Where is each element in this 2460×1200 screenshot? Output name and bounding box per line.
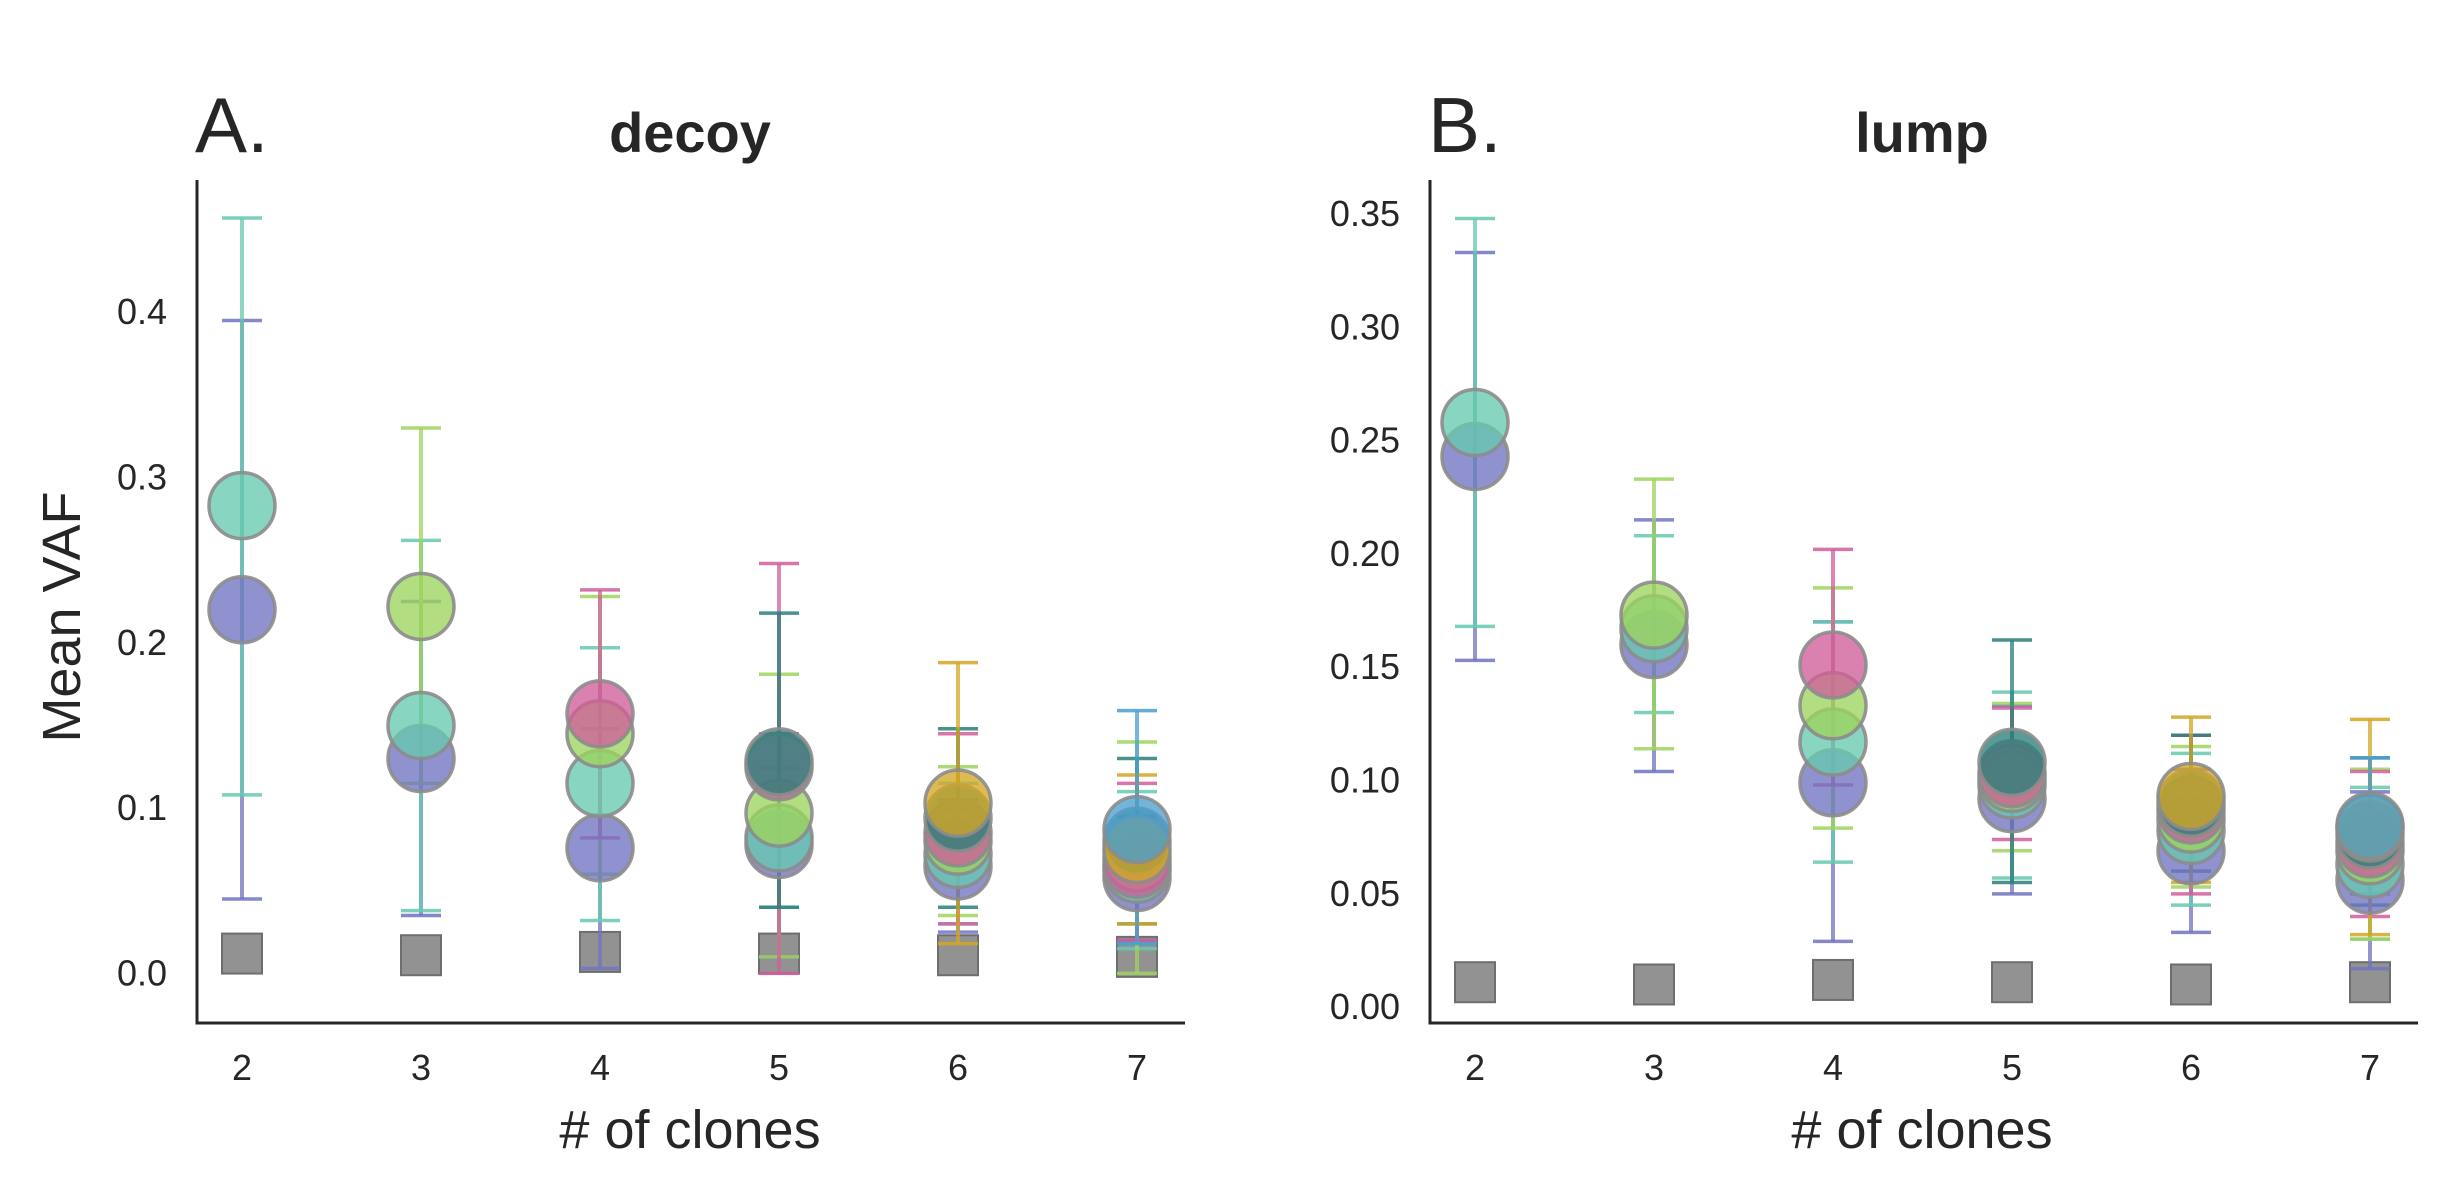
x-axis-label-b: # of clones	[1791, 1100, 2052, 1160]
x-tick-label: 2	[232, 1047, 252, 1088]
mean-vaf-point	[1798, 630, 1868, 700]
panel-b: B. lump # of clones 0.00 0.05 0.10 0.15 0.20…	[1330, 81, 2418, 1160]
baseline-marker	[1454, 961, 1496, 1004]
mean-vaf-point	[2335, 791, 2405, 861]
x-tick-label: 3	[1644, 1047, 1664, 1088]
panel-title-lump: lump	[1855, 101, 1989, 164]
x-tick-label: 5	[769, 1047, 789, 1088]
baseline-marker	[1991, 961, 2033, 1004]
panel-letter-b: B.	[1428, 81, 1502, 169]
y-tick-label: 0.4	[117, 291, 167, 332]
x-tick-label: 5	[2002, 1047, 2022, 1088]
mean-vaf-point	[1619, 580, 1689, 650]
mean-vaf-point	[1102, 794, 1172, 865]
mean-vaf-point	[744, 727, 814, 797]
y-tick-label: 0.25	[1330, 420, 1400, 461]
panel-letter-a: A.	[195, 81, 269, 169]
y-tick-label: 0.0	[117, 952, 167, 993]
axis-spines	[1428, 180, 2418, 1025]
y-tick-label: 0.00	[1330, 986, 1400, 1027]
x-tick-label: 4	[1823, 1047, 1843, 1088]
y-tick-label: 0.1	[117, 787, 167, 828]
mean-vaf-point	[1977, 727, 2047, 798]
mean-vaf-point	[1440, 387, 1510, 458]
y-tick-label: 0.35	[1330, 193, 1400, 234]
y-axis-label-a: Mean VAF	[32, 491, 92, 742]
mean-vaf-point	[923, 768, 993, 838]
mean-vaf-point	[565, 679, 635, 749]
x-tick-label: 3	[411, 1047, 431, 1088]
plot-area-b: 0.00 0.05 0.10 0.15 0.20 0.25 0.30 0.35 2 3 4 5 6 7	[1330, 180, 2418, 1088]
baseline-marker	[400, 934, 442, 977]
x-tick-label: 2	[1465, 1047, 1485, 1088]
y-tick-label: 0.15	[1330, 646, 1400, 687]
y-tick-label: 0.30	[1330, 306, 1400, 347]
x-tick-label: 4	[590, 1047, 610, 1088]
mean-vaf-point	[207, 575, 277, 645]
x-tick-label: 6	[948, 1047, 968, 1088]
mean-vaf-point	[386, 571, 456, 642]
mean-vaf-point	[207, 470, 277, 541]
plot-area-a: 0.0 0.1 0.2 0.3 0.4 2 3 4 5 6 7	[117, 180, 1185, 1088]
y-tick-label: 0.2	[117, 622, 167, 663]
panel-a: A. decoy # of clones Mean VAF 0.00.10.20…	[32, 81, 1185, 1160]
baseline-marker	[1812, 958, 1854, 1001]
x-tick-label: 7	[1127, 1047, 1147, 1088]
y-tick-label: 0.05	[1330, 873, 1400, 914]
x-tick-label: 6	[2181, 1047, 2201, 1088]
y-tick-label: 0.10	[1330, 760, 1400, 801]
x-axis-label-a: # of clones	[559, 1100, 820, 1160]
y-tick-label: 0.3	[117, 457, 167, 498]
panel-title-decoy: decoy	[609, 101, 771, 164]
mean-vaf-point	[386, 690, 456, 761]
y-tick-label: 0.20	[1330, 533, 1400, 574]
baseline-marker	[2170, 963, 2212, 1006]
baseline-marker	[221, 932, 263, 975]
x-tick-label: 7	[2360, 1047, 2380, 1088]
axis-spines	[195, 180, 1185, 1025]
mean-vaf-point	[565, 813, 635, 883]
mean-vaf-point	[2156, 761, 2226, 832]
baseline-marker	[1633, 963, 1675, 1006]
